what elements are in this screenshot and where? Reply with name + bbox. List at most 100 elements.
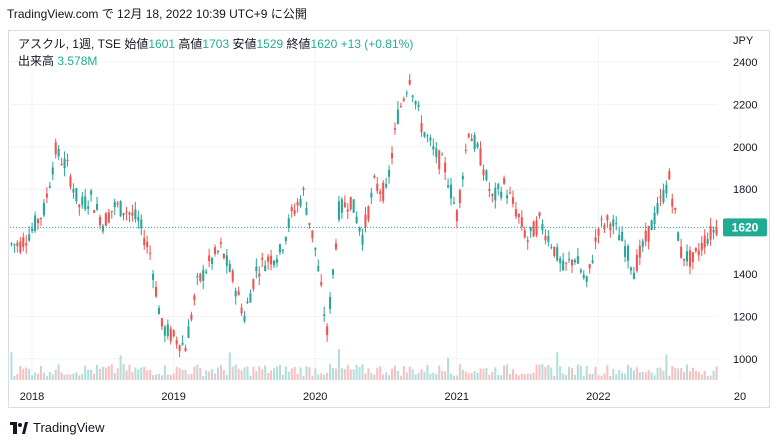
volume-bar <box>385 372 388 380</box>
candle-body <box>267 256 270 262</box>
volume-bar <box>128 364 131 380</box>
candle-body <box>444 162 447 173</box>
y-tick-label: 1800 <box>733 184 757 196</box>
candle-body <box>582 274 585 279</box>
candle-body <box>296 201 299 206</box>
volume-bar <box>343 369 346 380</box>
volume-bar <box>323 374 326 380</box>
candle-body <box>618 235 621 241</box>
volume-bar <box>556 352 559 380</box>
candle-body <box>597 228 600 236</box>
volume-bar <box>494 367 497 380</box>
volume-bar <box>255 371 258 380</box>
candle-body <box>199 273 202 281</box>
volume-bar <box>538 364 541 380</box>
candle-body <box>181 342 184 345</box>
volume-bar <box>302 375 305 380</box>
volume-bar <box>626 364 630 380</box>
candle-body <box>674 207 677 210</box>
candle-body <box>550 247 553 249</box>
volume-bar <box>582 375 585 380</box>
candle-body <box>408 79 411 85</box>
volume-bar <box>243 367 246 380</box>
footer-brand-name: TradingView <box>33 420 105 435</box>
volume-bar <box>284 366 287 380</box>
candle-body <box>388 169 391 177</box>
candle-body <box>570 259 574 266</box>
candle-body <box>270 255 273 265</box>
candle-body <box>585 276 588 282</box>
candle-body <box>255 266 258 272</box>
candle-body <box>349 196 352 210</box>
candle-body <box>261 257 264 260</box>
volume-bar <box>618 370 621 380</box>
candle-body <box>196 276 199 278</box>
volume-legend: 出来高 3.578M <box>18 52 97 69</box>
candle-body <box>169 328 172 342</box>
candle-body <box>228 263 231 272</box>
volume-bar <box>314 368 317 380</box>
candle-body <box>399 106 402 108</box>
volume-bar <box>408 366 411 380</box>
volume-bar <box>656 367 659 380</box>
candle-body <box>573 259 576 263</box>
candle-body <box>272 260 276 266</box>
candle-body <box>302 188 305 190</box>
volume-bar <box>51 374 54 380</box>
candle-body <box>281 250 284 252</box>
volume-bar <box>28 368 31 380</box>
volume-bar <box>16 373 19 380</box>
candle-body <box>25 243 28 246</box>
candle-body <box>219 242 222 244</box>
volume-bar <box>81 373 84 380</box>
candle-body <box>414 101 417 105</box>
volume-bar <box>399 375 402 380</box>
volume-bar <box>281 374 284 380</box>
candle-body <box>629 267 633 271</box>
candle-body <box>320 282 323 286</box>
candle-body <box>216 250 220 252</box>
volume-bar <box>340 368 343 380</box>
candle-body <box>423 132 426 137</box>
volume-bar <box>461 369 464 380</box>
candle-body <box>373 176 376 178</box>
volume-bar <box>211 369 214 380</box>
volume-bar <box>647 370 650 380</box>
volume-bar <box>665 354 668 380</box>
footer-brand[interactable]: TradingView <box>10 420 105 435</box>
volume-bar <box>19 366 22 380</box>
candle-body <box>317 265 320 272</box>
volume-bar <box>429 373 432 380</box>
volume-bar <box>157 373 161 380</box>
volume-bar <box>308 367 311 380</box>
volume-bar <box>270 370 273 380</box>
candle-body <box>28 234 31 241</box>
volume-bar <box>703 370 706 380</box>
candle-body <box>417 104 420 107</box>
volume-bar <box>423 372 426 380</box>
volume-bar <box>706 375 709 380</box>
candle-body <box>284 236 287 242</box>
volume-bar <box>110 364 113 380</box>
candle-body <box>644 230 647 242</box>
volume-bar <box>432 372 435 380</box>
tradingview-logo-icon <box>10 421 28 434</box>
volume-bar <box>10 352 13 380</box>
volume-bar <box>317 374 320 380</box>
volume-bar <box>688 371 692 380</box>
candle-body <box>16 242 19 247</box>
candle-body <box>258 273 261 277</box>
volume-bar <box>402 366 405 380</box>
volume-bar <box>95 364 99 380</box>
volume-bar <box>503 365 506 380</box>
candle-body <box>95 204 99 210</box>
candle-body <box>379 191 382 194</box>
symbol-label: アスクル, 1週, TSE <box>18 37 121 51</box>
candle-body <box>337 201 340 220</box>
candle-body <box>553 246 556 256</box>
volume-bar <box>396 370 399 380</box>
candle-body <box>529 227 532 231</box>
publish-header: TradingView.com で 12月 18, 2022 10:39 UTC… <box>7 7 307 21</box>
open-label: 始値 <box>124 37 149 51</box>
